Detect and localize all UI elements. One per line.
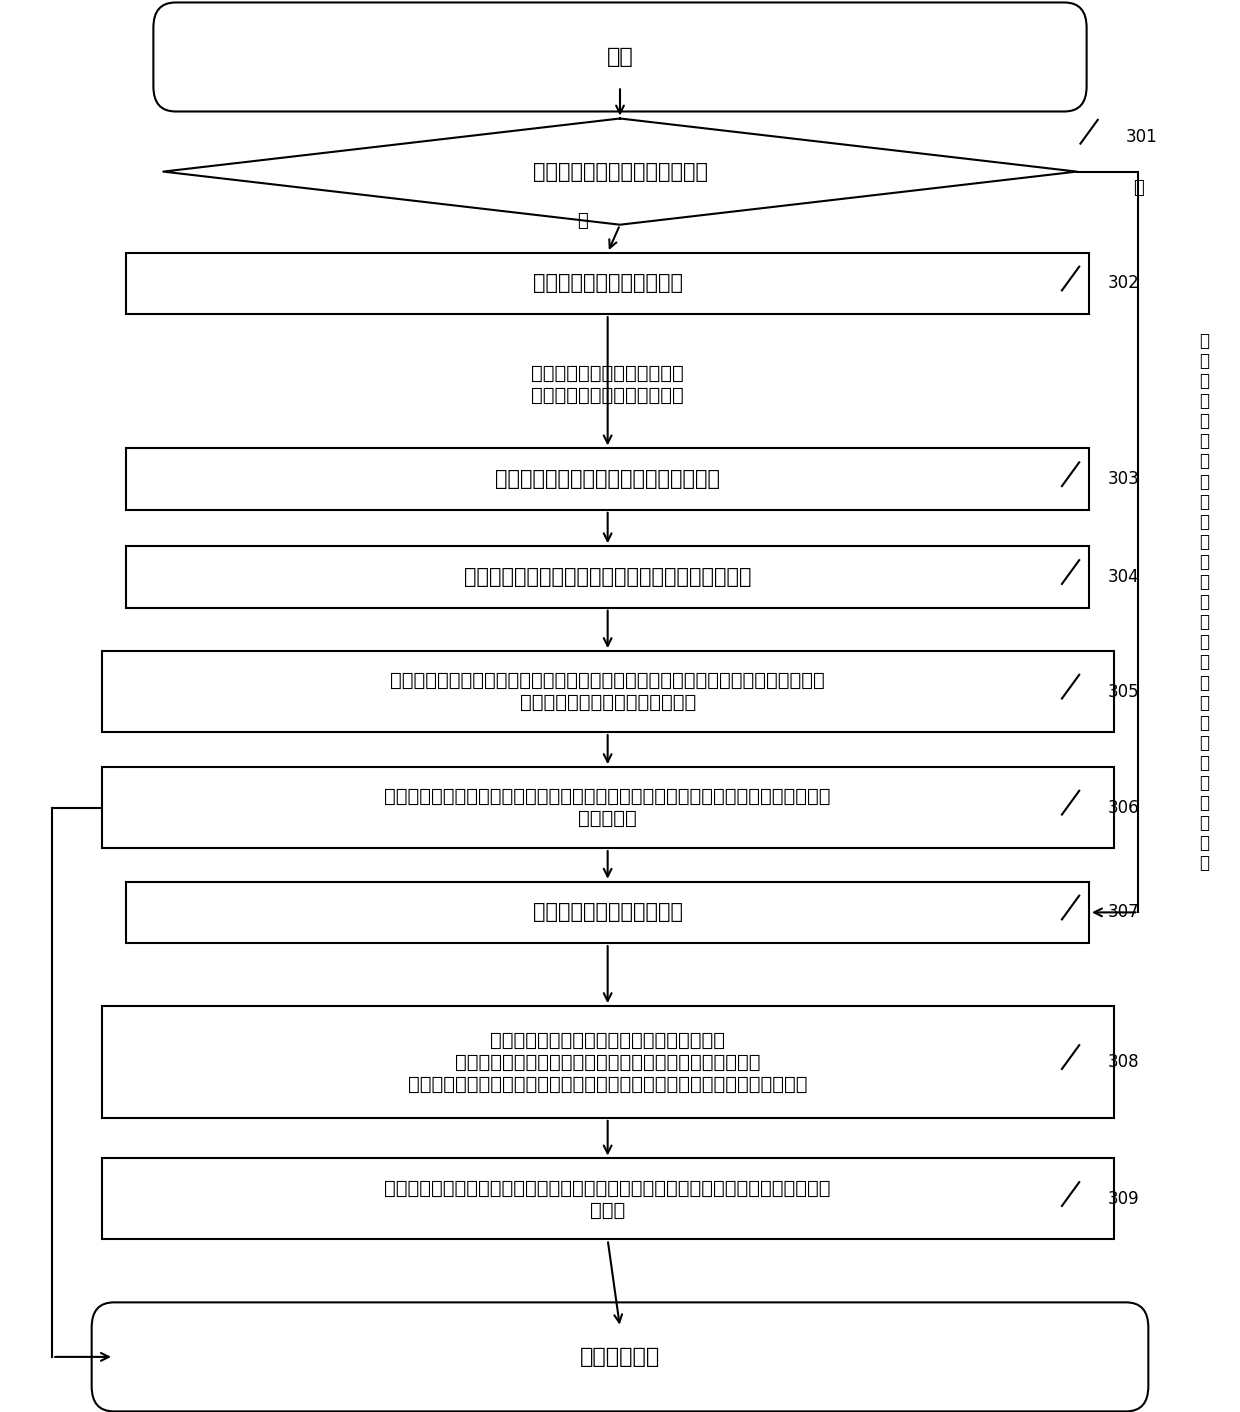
Text: 行车监控系统输出提示消息: 行车监控系统输出提示消息	[533, 902, 683, 922]
Text: 行车监控系统接收到用户根据
上述询问消息返回的允许指令: 行车监控系统接收到用户根据 上述询问消息返回的允许指令	[531, 363, 684, 405]
Text: 309: 309	[1107, 1190, 1140, 1207]
FancyBboxPatch shape	[92, 1302, 1148, 1412]
FancyBboxPatch shape	[126, 546, 1089, 607]
FancyBboxPatch shape	[102, 1158, 1114, 1240]
Text: 开始: 开始	[606, 47, 634, 66]
Text: 307: 307	[1107, 904, 1140, 922]
Text: 胎压监控智能型天线系统利用目标天线将监控到的车辆胎压信息发送给行车监控系统进
行显示: 胎压监控智能型天线系统利用目标天线将监控到的车辆胎压信息发送给行车监控系统进 行…	[384, 1179, 831, 1220]
Text: 305: 305	[1107, 682, 1140, 700]
FancyBboxPatch shape	[102, 651, 1114, 731]
Text: 胎压监控智能型天线系统利用预设的至少一个天线监测上述测试信号，并从至少一个
天线中选择某一天线作为目标天线: 胎压监控智能型天线系统利用预设的至少一个天线监测上述测试信号，并从至少一个 天线…	[391, 671, 825, 712]
FancyBboxPatch shape	[126, 253, 1089, 313]
Text: 行
车
监
控
系
统
未
接
收
到
用
户
根
据
上
述
询
问
消
息
返
回
的
允
许
指
令: 行 车 监 控 系 统 未 接 收 到 用 户 根 据 上 述 询 问 消 息 …	[1199, 332, 1209, 873]
FancyBboxPatch shape	[102, 1005, 1114, 1118]
Text: 行车监控系统输出询问信息: 行车监控系统输出询问信息	[533, 274, 683, 294]
Text: 301: 301	[1126, 127, 1158, 145]
Text: 胎压监控智能型天线系统利用预设的至少一个
天线监测移动终端的热点功能发出的无线信号，并从至少一
个天线中选择监测到上述无线信号的信号强度值最高的某一天线作为目标: 胎压监控智能型天线系统利用预设的至少一个 天线监测移动终端的热点功能发出的无线信…	[408, 1031, 807, 1093]
Text: 否: 否	[1133, 179, 1143, 198]
Text: 胎压监控智能型天线系统利用上述目标天线将监控到的车辆胎压信息发送给行车监控系
统进行显示: 胎压监控智能型天线系统利用上述目标天线将监控到的车辆胎压信息发送给行车监控系 统…	[384, 786, 831, 827]
Text: 车辆控制器在接收到上述广播指令时，广播测试信号: 车辆控制器在接收到上述广播指令时，广播测试信号	[464, 568, 751, 587]
Text: 行车监控系统检测车辆是否启动: 行车监控系统检测车辆是否启动	[532, 161, 708, 182]
Text: 是: 是	[578, 212, 588, 230]
FancyBboxPatch shape	[126, 449, 1089, 510]
FancyBboxPatch shape	[126, 881, 1089, 943]
Text: 行车监控系统向车辆控制器发送广播指令: 行车监控系统向车辆控制器发送广播指令	[495, 469, 720, 489]
FancyBboxPatch shape	[102, 767, 1114, 849]
Text: 306: 306	[1107, 799, 1140, 816]
Text: 308: 308	[1107, 1053, 1140, 1070]
Text: 304: 304	[1107, 568, 1140, 586]
FancyBboxPatch shape	[154, 3, 1086, 112]
Text: 303: 303	[1107, 470, 1140, 489]
Text: 302: 302	[1107, 274, 1140, 292]
Text: 结束本次流程: 结束本次流程	[580, 1347, 660, 1367]
